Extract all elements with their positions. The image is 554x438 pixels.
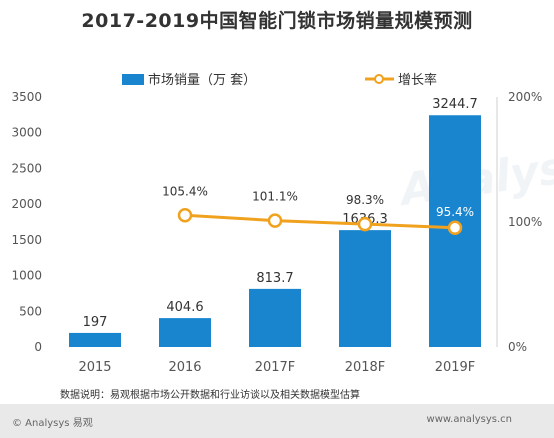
legend-label-bar: 市场销量（万 套） [148, 72, 256, 88]
bar-value-label: 404.6 [166, 300, 203, 315]
bar [339, 230, 391, 347]
legend-swatch-bar [122, 74, 144, 85]
bar-value-label: 197 [83, 315, 108, 330]
x-tick-label: 2016 [168, 360, 201, 375]
growth-line [184, 213, 456, 230]
y-left-tick-label: 500 [19, 304, 42, 318]
y-left-tick-label: 1000 [11, 269, 42, 283]
x-tick-label: 2015 [78, 360, 111, 375]
data-note: 数据说明：易观根据市场公开数据和行业访谈以及相关数据模型估算 [60, 390, 360, 401]
growth-value-label: 101.1% [252, 190, 298, 204]
growth-marker [177, 208, 193, 223]
legend-label-line: 增长率 [398, 72, 437, 88]
x-tick-label: 2017F [255, 360, 296, 375]
bar [249, 288, 301, 347]
bar-value-label: 813.7 [256, 271, 293, 286]
y-left-tick-label: 1500 [11, 233, 42, 247]
y-right-tick-label: 100% [508, 215, 542, 229]
growth-marker [357, 216, 373, 232]
legend-swatch-marker [374, 74, 384, 84]
y-left-tick-label: 0 [34, 340, 42, 354]
y-left-tick-label: 2500 [11, 161, 42, 175]
bar [69, 332, 121, 347]
y-left-tick-label: 2000 [11, 197, 42, 211]
growth-value-label: 98.3% [346, 193, 384, 207]
y-left-tick-label: 3000 [11, 126, 42, 140]
footer-brand: © Analysys 易观 [12, 418, 93, 429]
footer-bar: © Analysys 易观 www.analysys.cn [0, 404, 554, 438]
x-tick-label: 2018F [345, 360, 386, 375]
y-right-tick-label: 0% [508, 340, 527, 354]
growth-value-label: 95.4% [436, 205, 474, 219]
y-right-tick-label: 200% [508, 90, 542, 104]
footer-url: www.analysys.cn [426, 414, 512, 425]
growth-marker [447, 220, 463, 235]
bar-value-label: 3244.7 [432, 97, 478, 112]
y-left-tick-label: 3500 [11, 90, 42, 104]
bar [159, 318, 211, 347]
chart-svg: 0 500 1000 1500 2000 2500 3000 3500 0% 100% 200% 19… [11, 72, 542, 375]
x-tick-label: 2019F [435, 360, 476, 375]
growth-marker [267, 213, 283, 228]
growth-value-label: 105.4% [162, 184, 208, 198]
chart-title: 2017-2019中国智能门锁市场销量规模预测 [81, 10, 473, 32]
